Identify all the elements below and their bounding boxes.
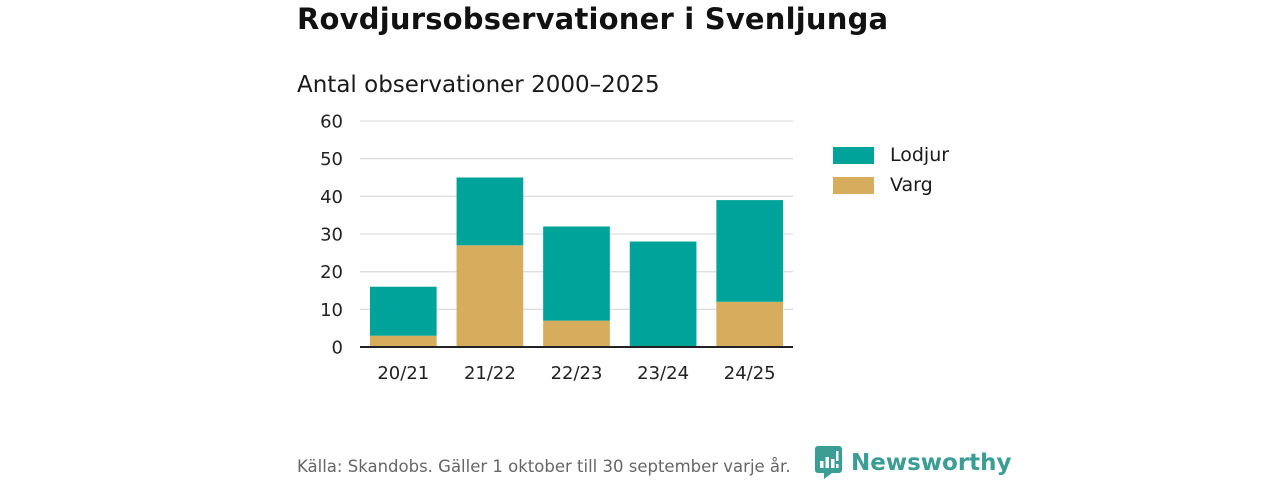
- x-tick-label-23-24: 23/24: [637, 363, 689, 384]
- legend-swatch-lodjur: [833, 146, 874, 164]
- bar-lodjur-24-25: [716, 200, 784, 302]
- bar-lodjur-20-21: [369, 286, 437, 336]
- x-tick-label-20-21: 20/21: [377, 363, 429, 384]
- newsworthy-logo-icon: [815, 446, 842, 479]
- chart-legend: Lodjur Varg: [833, 140, 949, 200]
- legend-label-lodjur: Lodjur: [890, 144, 950, 166]
- page-title: Rovdjursobservationer i Svenljunga: [297, 2, 889, 36]
- x-tick-label-24-25: 24/25: [724, 363, 776, 384]
- chart-subtitle: Antal observationer 2000–2025: [297, 72, 660, 98]
- brand-logo[interactable]: Newsworthy: [815, 446, 1012, 479]
- x-tick-label-21-22: 21/22: [464, 363, 516, 384]
- source-note: Källa: Skandobs. Gäller 1 oktober till 3…: [297, 457, 791, 476]
- bar-varg-21-22: [456, 245, 524, 347]
- y-tick-label-50: 50: [320, 149, 343, 170]
- legend-label-varg: Varg: [890, 174, 933, 196]
- legend-item-lodjur: Lodjur: [833, 140, 949, 170]
- bar-lodjur-23-24: [629, 241, 697, 347]
- bar-varg-24-25: [716, 301, 784, 347]
- legend-swatch-varg: [833, 176, 874, 194]
- y-tick-label-10: 10: [320, 300, 343, 321]
- brand-name: Newsworthy: [851, 449, 1012, 476]
- bar-varg-20-21: [369, 335, 437, 347]
- bar-chart: 0 10 20 30 40 50 60 20/21 21/22 22/23 23/24 24/25: [320, 112, 793, 384]
- y-tick-label-0: 0: [332, 338, 343, 359]
- y-tick-label-30: 30: [320, 225, 343, 246]
- legend-item-varg: Varg: [833, 170, 949, 200]
- bar-varg-22-23: [543, 320, 610, 347]
- y-tick-label-60: 60: [320, 112, 343, 133]
- y-tick-label-20: 20: [320, 262, 343, 283]
- bar-lodjur-22-23: [543, 226, 610, 321]
- y-tick-label-40: 40: [320, 187, 343, 208]
- bar-lodjur-21-22: [456, 177, 524, 246]
- x-tick-label-22-23: 22/23: [551, 363, 603, 384]
